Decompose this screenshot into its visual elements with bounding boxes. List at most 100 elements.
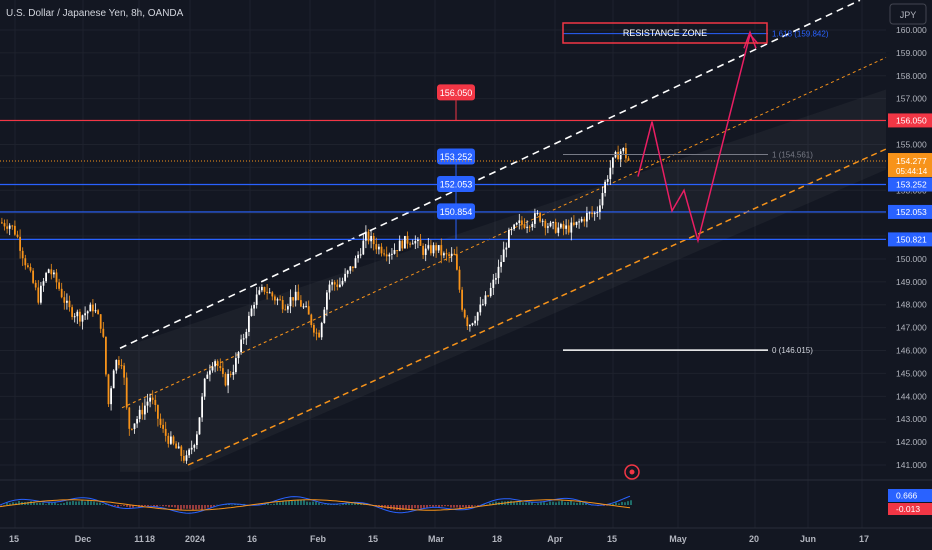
macd-histogram-bar [51, 503, 53, 505]
candle-down [222, 368, 224, 374]
macd-histogram-bar [483, 504, 485, 505]
candle-down [34, 282, 37, 288]
macd-histogram-bar [342, 503, 344, 505]
candle-up [149, 397, 151, 402]
candle-up [437, 245, 440, 251]
macd-histogram-bar [567, 501, 569, 505]
macd-histogram-bar [396, 505, 398, 511]
macd-histogram-bar [450, 505, 452, 508]
candle-up [232, 372, 235, 375]
currency-button[interactable] [889, 3, 927, 25]
macd-histogram-bar [570, 500, 572, 505]
candle-down [336, 284, 339, 287]
macd-histogram-bar [267, 503, 269, 505]
level-badge-label: 156.050 [440, 88, 473, 98]
time-tick-label: 15 [368, 534, 378, 544]
candle-down [279, 299, 281, 301]
macd-histogram-bar [513, 501, 515, 505]
macd-histogram-bar [423, 505, 425, 508]
macd-histogram-bar [198, 505, 200, 509]
candle-up [411, 243, 414, 245]
macd-histogram-bar [519, 501, 521, 505]
price-tick-label: 155.000 [896, 139, 927, 149]
candle-up [359, 254, 362, 256]
candle-up [344, 273, 346, 281]
macd-histogram-bar [471, 505, 473, 508]
candle-up [196, 434, 198, 446]
macd-histogram-bar [303, 499, 305, 505]
macd-histogram-bar [123, 505, 125, 507]
candle-up [326, 292, 328, 310]
candle-up [388, 254, 391, 257]
macd-histogram-bar [324, 504, 326, 505]
macd-histogram-bar [621, 501, 623, 505]
candle-up [110, 388, 112, 405]
macd-histogram-bar [489, 502, 491, 505]
macd-histogram-bar [309, 502, 311, 505]
candle-up [404, 236, 406, 249]
candle-up [469, 324, 471, 327]
macd-signal-badge [888, 503, 932, 515]
candle-up [84, 313, 86, 316]
time-tick-label: 15 [9, 534, 19, 544]
channel-fill [120, 89, 886, 472]
candle-down [627, 158, 630, 161]
candle-up [112, 370, 115, 389]
candle-up [40, 285, 42, 303]
macd-histogram-bar [447, 505, 449, 507]
macd-histogram-bar [405, 505, 407, 510]
time-tick-label: Feb [310, 534, 327, 544]
macd-histogram-bar [84, 501, 86, 505]
level-badge-label: 152.053 [440, 179, 473, 189]
macd-histogram-bar [321, 504, 323, 505]
candle-up [302, 306, 305, 308]
candle-up [593, 212, 596, 215]
macd-histogram-bar [579, 501, 581, 505]
macd-histogram-bar [3, 504, 5, 506]
candle-down [274, 296, 276, 301]
time-tick-label: 15 [607, 534, 617, 544]
candle-up [508, 229, 510, 248]
candle-down [219, 366, 222, 369]
macd-histogram-bar [225, 504, 227, 505]
candle-down [151, 397, 154, 400]
macd-histogram-bar [390, 505, 392, 510]
time-tick-label: 18 [145, 534, 155, 544]
candle-up [495, 278, 497, 280]
candle-down [385, 254, 388, 257]
candle-up [557, 227, 560, 233]
candle-up [471, 323, 474, 325]
macd-histogram-bar [105, 504, 107, 505]
candle-down [120, 365, 123, 367]
candle-up [235, 358, 237, 373]
time-tick-label: 18 [492, 534, 502, 544]
candle-up [276, 299, 279, 301]
candle-up [287, 306, 289, 310]
macd-histogram-bar [624, 502, 626, 505]
level-badge-resistance [437, 84, 475, 101]
macd-histogram-bar [165, 505, 167, 507]
macd-histogram-bar [537, 503, 539, 505]
candle-up [534, 213, 536, 224]
candle-up [391, 253, 393, 255]
candle-down [216, 361, 219, 367]
candle-up [609, 167, 612, 180]
macd-histogram-bar [15, 502, 17, 505]
macd-histogram-bar [384, 505, 386, 508]
macd-histogram-bar [522, 502, 524, 505]
macd-histogram-bar [414, 505, 416, 509]
macd-histogram-bar [402, 505, 404, 510]
macd-histogram-bar [462, 505, 464, 508]
time-tick-label: Jun [800, 534, 816, 544]
macd-histogram-bar [456, 505, 458, 508]
price-tick-label: 143.000 [896, 414, 927, 424]
candle-down [79, 311, 81, 322]
candle-up [331, 282, 333, 285]
macd-histogram-bar [120, 505, 122, 506]
macd-signal-label: -0.013 [896, 504, 920, 514]
candle-up [250, 308, 253, 316]
price-axis-badge-label: 156.050 [896, 115, 927, 125]
macd-histogram-bar [162, 505, 164, 507]
candle-up [240, 339, 242, 353]
